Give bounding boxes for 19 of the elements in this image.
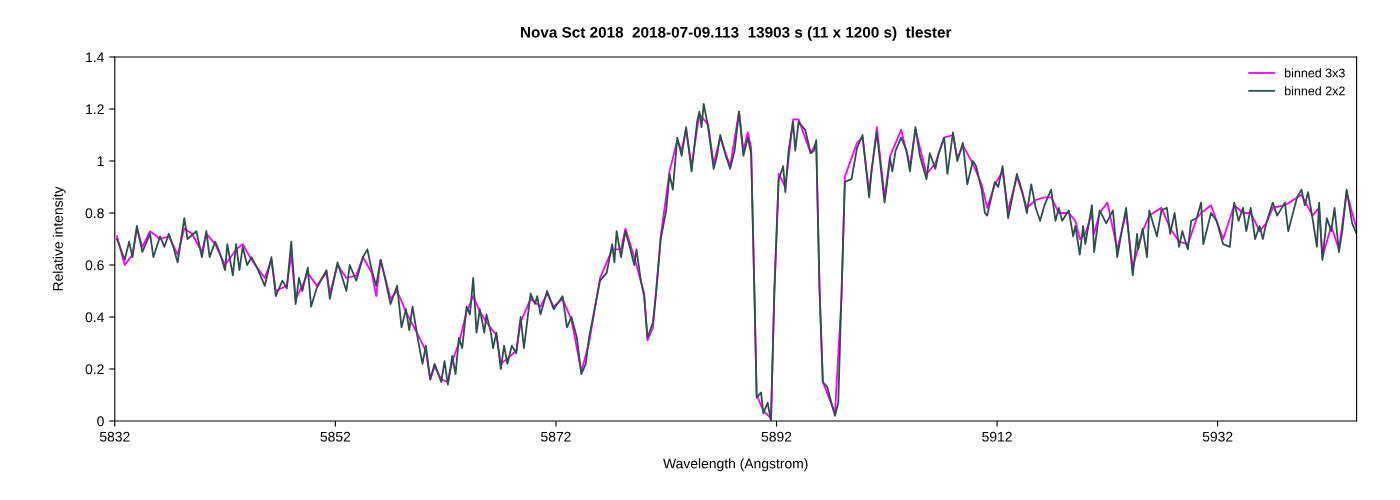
y-axis-title: Relative intensity bbox=[52, 186, 66, 291]
y-tick-label: 0.4 bbox=[85, 312, 104, 323]
chart-title: Nova Sct 2018 2018-07-09.113 13903 s (11 x 1200 s) tlester bbox=[521, 26, 952, 41]
x-tick-label: 5892 bbox=[761, 431, 792, 442]
legend-label: binned 3x3 bbox=[1285, 68, 1345, 78]
x-tick-label: 5832 bbox=[99, 431, 130, 442]
x-tick-label: 5852 bbox=[320, 431, 351, 442]
y-tick-label: 1 bbox=[97, 156, 104, 167]
x-tick-label: 5932 bbox=[1202, 431, 1233, 442]
y-tick-label: 0.2 bbox=[85, 364, 104, 375]
x-axis-title: Wavelength (Angstrom) bbox=[663, 458, 808, 472]
y-tick-label: 1.4 bbox=[86, 52, 104, 63]
y-tick-label: 1.2 bbox=[86, 104, 104, 115]
y-tick-label: 0 bbox=[97, 416, 104, 427]
y-tick-label: 0.8 bbox=[85, 208, 104, 219]
y-tick-label: 0.6 bbox=[85, 260, 104, 271]
x-tick-label: 5872 bbox=[541, 431, 571, 442]
x-tick-label: 5912 bbox=[982, 431, 1012, 442]
legend-label: binned 2x2 bbox=[1285, 86, 1345, 96]
